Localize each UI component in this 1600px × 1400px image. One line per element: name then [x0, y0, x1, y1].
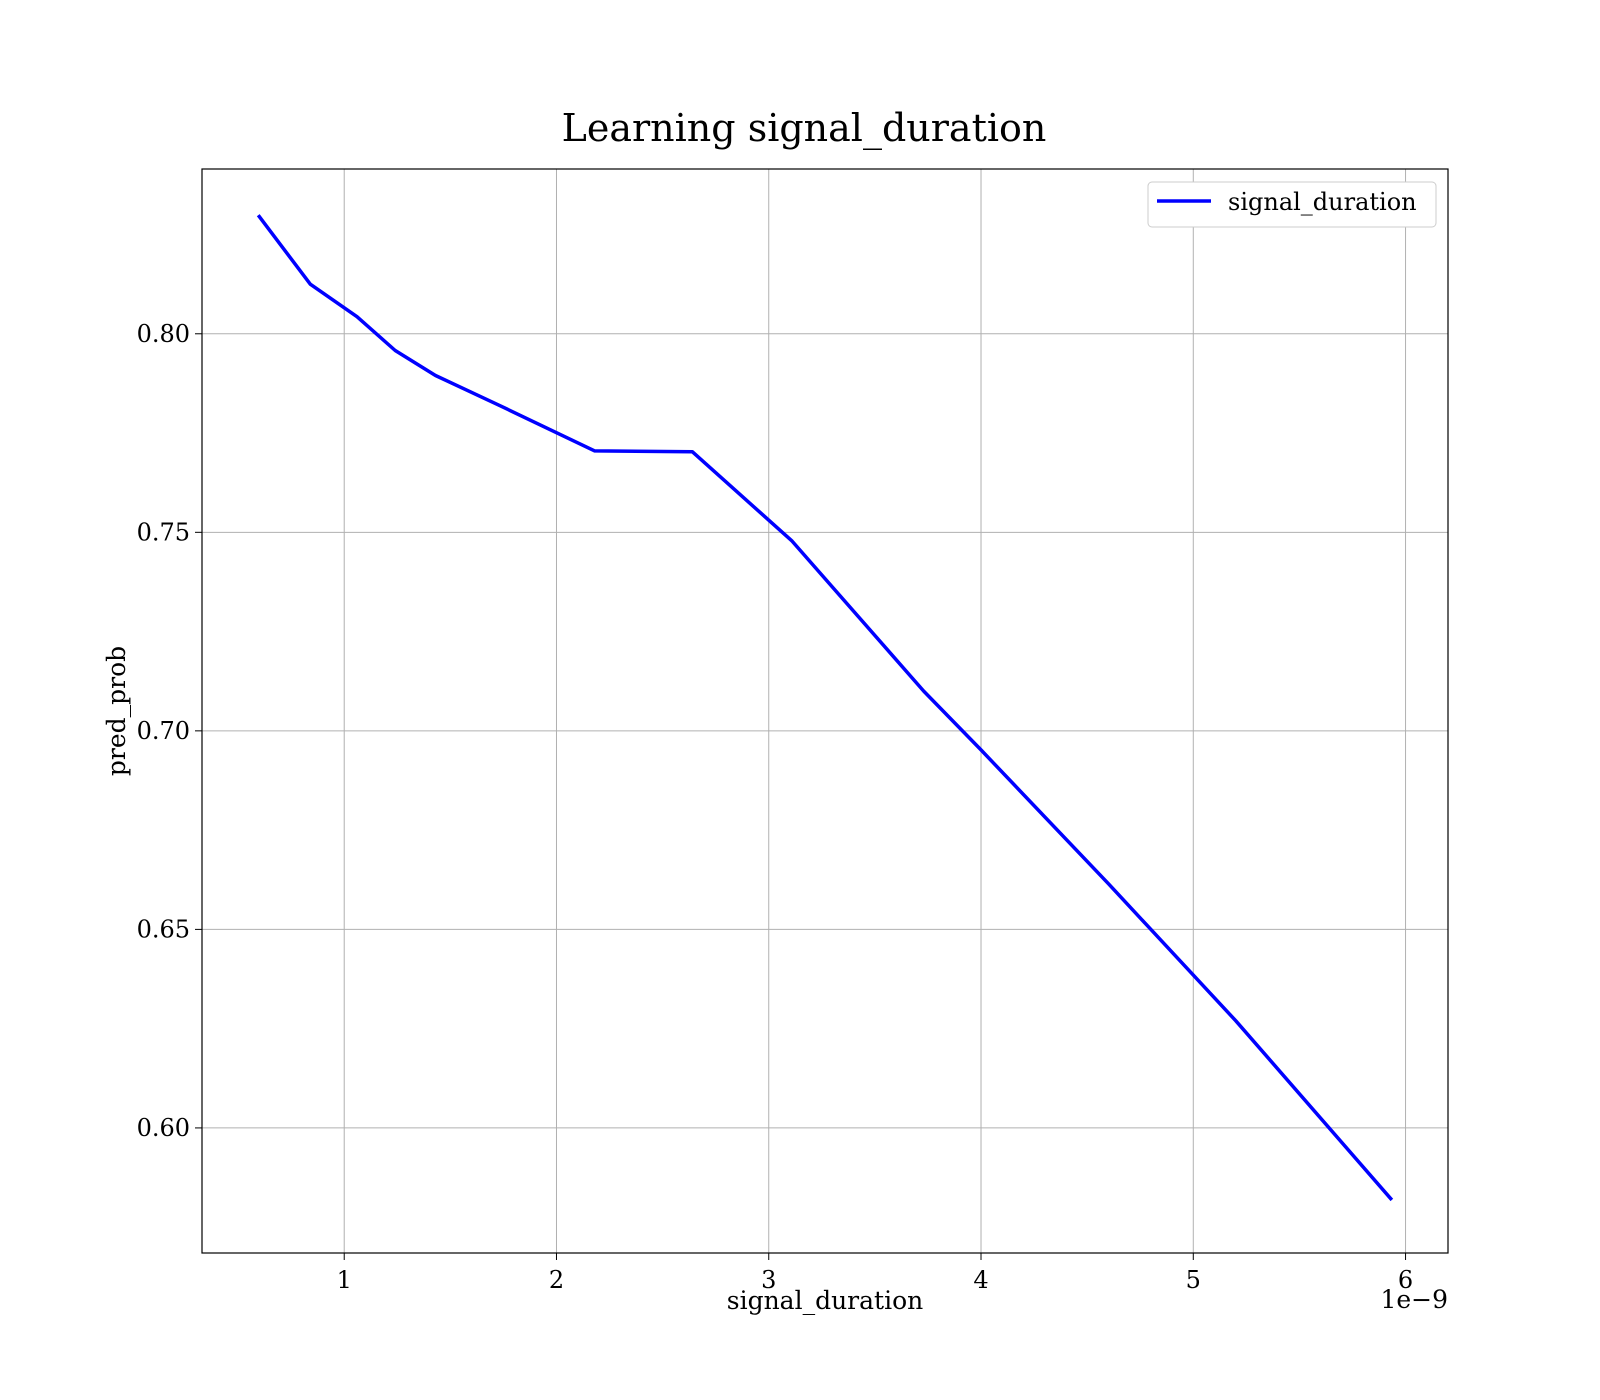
y-tick-label: 0.60 [137, 1114, 190, 1142]
series-layer [256, 214, 1394, 1202]
x-axis-label: signal_duration [727, 1286, 923, 1315]
x-tick-label: 3 [761, 1266, 776, 1294]
x-tick-label: 4 [973, 1266, 988, 1294]
y-tick-label: 0.80 [137, 320, 190, 348]
chart-title: Learning signal_duration [562, 106, 1047, 151]
x-tick-label: 1 [337, 1266, 352, 1294]
legend-box [1147, 181, 1437, 228]
y-tick-label: 0.65 [137, 915, 190, 943]
legend: signal_duration [1147, 181, 1437, 228]
y-tick-label: 0.75 [137, 518, 190, 546]
x-axis-offset-text: 1e−9 [1380, 1285, 1448, 1314]
axis-ticks: 1 2 3 4 5 6 0.60 0.65 0.70 0.75 0.80 [137, 320, 1414, 1294]
y-axis-label: pred_prob [102, 646, 131, 776]
series-line-signal_duration [256, 214, 1394, 1202]
x-tick-label: 2 [549, 1266, 564, 1294]
grid-lines [202, 169, 1448, 1253]
plot-frame [201, 168, 1449, 1254]
legend-label: signal_duration [1228, 188, 1417, 216]
x-tick-label: 6 [1398, 1266, 1413, 1294]
x-tick-label: 5 [1186, 1266, 1201, 1294]
y-tick-label: 0.70 [137, 717, 190, 745]
